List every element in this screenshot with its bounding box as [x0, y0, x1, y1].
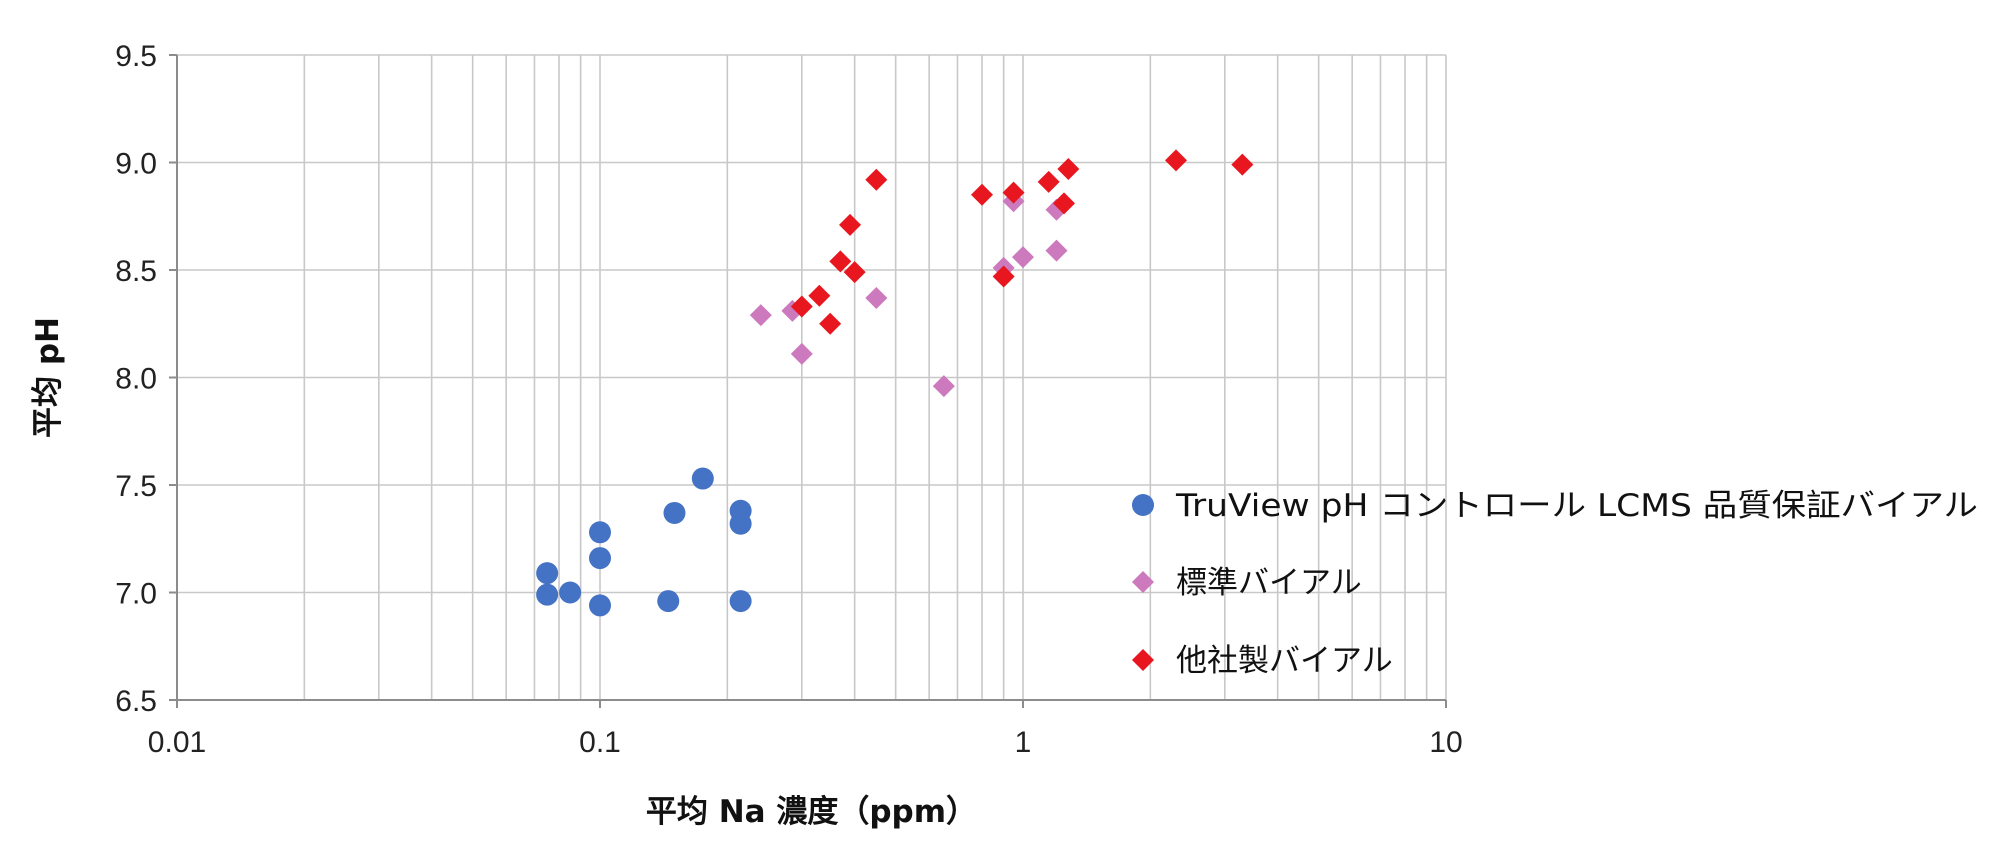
- data-point: [865, 286, 888, 309]
- axes: [169, 54, 1447, 708]
- data-point: [808, 284, 831, 307]
- data-point: [843, 261, 866, 284]
- series-3: [790, 149, 1254, 335]
- y-axis-title: 平均 pH: [30, 317, 66, 438]
- data-point: [1057, 157, 1080, 180]
- data-point: [663, 501, 686, 524]
- data-point: [992, 265, 1015, 288]
- data-point: [729, 512, 752, 535]
- data-point: [729, 590, 752, 613]
- data-point: [790, 295, 813, 318]
- data-points: [536, 149, 1254, 617]
- gridlines: [176, 54, 1447, 701]
- data-point: [589, 521, 611, 544]
- data-point: [971, 183, 994, 206]
- x-tick-label: 0.01: [148, 726, 206, 759]
- data-point: [536, 562, 559, 585]
- data-point: [657, 590, 680, 613]
- x-tick-label: 10: [1429, 726, 1462, 759]
- data-point: [790, 342, 813, 365]
- series-1: [536, 467, 752, 617]
- legend-marker: [1132, 649, 1154, 671]
- y-tick-label: 9.5: [115, 40, 157, 73]
- data-point: [1165, 149, 1188, 172]
- data-point: [536, 583, 559, 606]
- data-point: [932, 375, 955, 398]
- data-point: [865, 168, 888, 191]
- legend-marker: [1132, 571, 1154, 593]
- tick-labels: 6.5 7.0 7.5 8.0 8.5 9.0 9.5 0.01 0.1 1 10: [115, 40, 1462, 759]
- legend: TruView pH コントロール LCMS 品質保証バイアル標準バイアル他社製…: [1132, 488, 1978, 679]
- y-tick-label: 8.0: [115, 363, 157, 396]
- y-tick-label: 9.0: [115, 148, 157, 181]
- data-point: [589, 547, 611, 570]
- legend-marker: [1132, 494, 1154, 516]
- data-point: [1037, 170, 1060, 193]
- data-point: [819, 312, 842, 335]
- data-point: [559, 581, 582, 604]
- x-tick-label: 1: [1015, 726, 1032, 759]
- data-point: [1045, 239, 1068, 262]
- y-tick-label: 7.0: [115, 578, 157, 611]
- data-point: [1052, 192, 1075, 215]
- x-tick-label: 0.1: [579, 726, 621, 759]
- data-point: [1231, 153, 1254, 176]
- y-tick-label: 6.5: [115, 685, 157, 718]
- data-point: [1012, 246, 1034, 269]
- legend-label: TruView pH コントロール LCMS 品質保証バイアル: [1175, 488, 1978, 524]
- data-point: [749, 304, 772, 327]
- legend-label: 標準バイアル: [1176, 565, 1362, 601]
- y-tick-label: 7.5: [115, 470, 157, 503]
- data-point: [829, 250, 852, 273]
- data-point: [589, 594, 611, 617]
- series-2: [749, 190, 1068, 398]
- data-point: [1002, 181, 1025, 204]
- x-axis-title: 平均 Na 濃度（ppm）: [646, 794, 977, 830]
- data-point: [839, 213, 862, 236]
- y-tick-label: 8.5: [115, 255, 157, 288]
- legend-label: 他社製バイアル: [1176, 643, 1393, 679]
- data-point: [691, 467, 714, 490]
